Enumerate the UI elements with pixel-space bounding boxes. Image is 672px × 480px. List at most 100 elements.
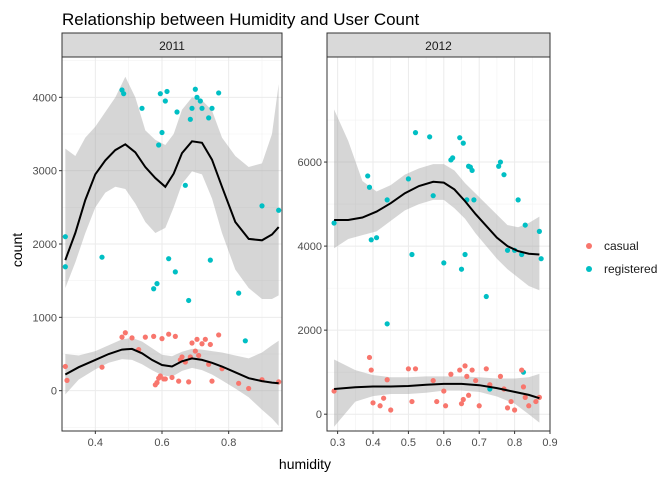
point-casual-2012	[462, 363, 468, 369]
legend-label-casual: casual	[604, 239, 639, 253]
point-registered-2012	[458, 266, 465, 272]
confidence-band-casual-2012	[334, 359, 540, 427]
point-registered-2011	[62, 234, 68, 240]
point-casual-2011	[151, 333, 157, 339]
point-casual-2012	[465, 392, 472, 398]
point-registered-2012	[462, 251, 468, 258]
point-casual-2011	[129, 335, 135, 341]
point-registered-2011	[216, 90, 222, 96]
point-casual-2011	[122, 330, 128, 336]
y-tick-label: 0	[51, 386, 57, 398]
legend: casual registered	[586, 239, 657, 276]
x-tick-label: 0.6	[436, 437, 451, 449]
point-casual-2011	[162, 376, 168, 382]
point-casual-2011	[186, 379, 192, 385]
point-casual-2012	[368, 367, 374, 373]
point-registered-2011	[121, 91, 127, 97]
point-registered-2012	[515, 197, 521, 203]
point-casual-2012	[469, 367, 475, 373]
smooth-line-casual-2011	[64, 347, 279, 385]
panel-background-2012	[327, 57, 550, 431]
x-tick-label: 0.4	[365, 437, 380, 449]
point-registered-2011	[156, 142, 162, 148]
point-casual-2012	[533, 398, 539, 405]
point-registered-2011	[162, 98, 168, 104]
point-registered-2012	[501, 172, 507, 178]
point-casual-2011	[159, 336, 165, 342]
point-registered-2011	[157, 91, 163, 97]
point-casual-2011	[246, 385, 252, 392]
point-casual-2012	[512, 407, 518, 413]
point-casual-2011	[172, 333, 178, 339]
point-casual-2011	[142, 334, 148, 340]
point-registered-2012	[427, 134, 433, 140]
point-casual-2012	[522, 394, 528, 400]
point-registered-2011	[242, 338, 248, 344]
point-registered-2011	[139, 105, 145, 111]
point-casual-2012	[384, 377, 390, 383]
point-casual-2012	[412, 366, 419, 372]
facet-strip-2011	[61, 32, 283, 58]
point-registered-2011	[172, 269, 178, 275]
point-casual-2012	[497, 373, 504, 379]
facet-strip-2012	[326, 32, 551, 58]
chart-title: Relationship between Humidity and User C…	[62, 10, 419, 29]
point-registered-2011	[236, 290, 242, 296]
point-registered-2012	[430, 193, 436, 199]
x-tick-label: 0.8	[507, 437, 522, 449]
point-casual-2011	[157, 373, 163, 379]
panel-border-2012	[326, 56, 551, 432]
point-casual-2011	[169, 374, 175, 381]
point-casual-2011	[99, 364, 105, 370]
point-casual-2012	[483, 366, 489, 372]
point-registered-2011	[186, 297, 192, 304]
point-casual-2012	[377, 403, 383, 409]
x-tick-label: 0.4	[88, 437, 103, 449]
point-casual-2012	[381, 395, 387, 401]
point-registered-2012	[483, 293, 489, 300]
point-registered-2012	[497, 159, 504, 165]
point-registered-2011	[192, 86, 198, 92]
point-casual-2011	[189, 340, 195, 346]
point-registered-2012	[368, 237, 374, 243]
point-registered-2012	[457, 135, 463, 141]
point-registered-2011	[209, 105, 215, 111]
point-registered-2011	[206, 115, 212, 121]
point-registered-2012	[538, 256, 544, 262]
y-tick-label: 4000	[33, 92, 57, 104]
y-tick-label: 0	[316, 409, 322, 421]
x-tick-label: 0.3	[330, 437, 345, 449]
point-registered-2011	[197, 98, 203, 104]
point-casual-2011	[179, 354, 185, 360]
smooth-line-registered-2012	[334, 180, 540, 256]
point-registered-2011	[154, 281, 160, 287]
x-axis-label: humidity	[279, 456, 331, 472]
facet-panels: 2011 0.4 0.6 0.8 0 1000 2000 3000 4000 2012 0.3 0.4…	[33, 32, 558, 449]
y-tick-label: 1000	[33, 312, 57, 324]
point-casual-2012	[442, 403, 449, 409]
point-registered-2011	[207, 257, 213, 263]
y-tick-label: 4000	[298, 241, 322, 253]
point-registered-2011	[189, 105, 195, 111]
point-casual-2011	[62, 363, 68, 370]
point-registered-2012	[412, 130, 419, 136]
point-casual-2011	[199, 341, 205, 347]
point-registered-2012	[469, 167, 475, 174]
x-tick-label: 0.8	[221, 437, 236, 449]
point-casual-2012	[520, 384, 527, 390]
point-casual-2012	[430, 377, 436, 384]
point-casual-2012	[388, 407, 394, 413]
point-casual-2012	[464, 373, 470, 379]
point-casual-2011	[196, 352, 202, 359]
legend-key-registered	[586, 266, 592, 272]
point-casual-2012	[448, 371, 454, 377]
point-registered-2012	[405, 176, 412, 182]
point-casual-2011	[207, 341, 213, 348]
point-casual-2012	[366, 354, 373, 361]
point-casual-2012	[458, 401, 465, 407]
point-casual-2011	[64, 377, 70, 383]
y-axis-label: count	[9, 233, 25, 267]
panel-2012: 2012 0.3 0.4 0.5 0.6 0.7 0.8 0.9 0 2000 4000 6000	[298, 32, 558, 449]
point-registered-2011	[159, 129, 165, 136]
point-casual-2012	[441, 388, 447, 394]
